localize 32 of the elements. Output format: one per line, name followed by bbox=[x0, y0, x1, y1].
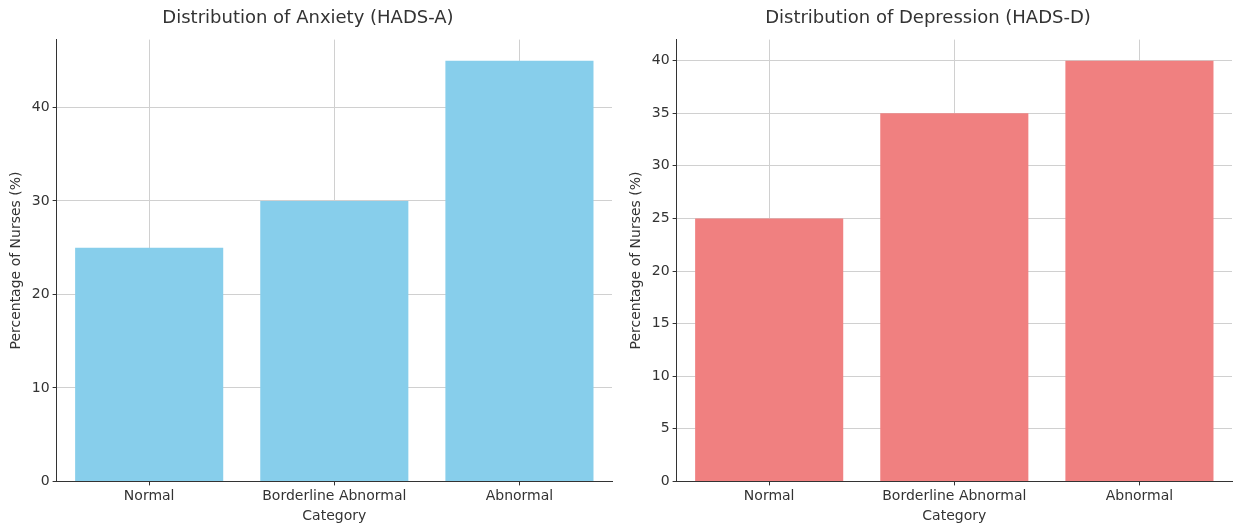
x-tick-label: Normal bbox=[123, 487, 175, 504]
bar bbox=[75, 247, 224, 481]
y-tick-label: 0 bbox=[40, 472, 50, 489]
chart-title: Distribution of Anxiety (HADS-A) bbox=[162, 6, 454, 28]
y-tick-label: 25 bbox=[651, 209, 670, 226]
bar bbox=[260, 200, 409, 481]
x-axis-title: Category bbox=[302, 507, 367, 524]
y-tick-label: 20 bbox=[651, 261, 670, 278]
y-tick-label: 15 bbox=[651, 314, 670, 331]
y-axis-title: Percentage of Nurses (%) bbox=[7, 171, 24, 350]
y-tick-label: 10 bbox=[31, 378, 50, 395]
x-tick-label: Borderline Abnormal bbox=[882, 487, 1027, 504]
bar bbox=[880, 113, 1029, 481]
x-axis-title: Category bbox=[922, 507, 987, 524]
y-tick-label: 20 bbox=[31, 285, 50, 302]
bar bbox=[445, 60, 594, 481]
bar bbox=[695, 218, 844, 481]
x-tick-label: Borderline Abnormal bbox=[262, 487, 407, 504]
y-tick-label: 35 bbox=[651, 103, 670, 120]
bar bbox=[1065, 60, 1214, 481]
chart-title: Distribution of Depression (HADS-D) bbox=[765, 6, 1091, 28]
y-tick-label: 40 bbox=[651, 51, 670, 68]
y-axis-title: Percentage of Nurses (%) bbox=[627, 171, 644, 350]
y-tick-label: 30 bbox=[651, 156, 670, 173]
y-tick-label: 30 bbox=[31, 191, 50, 208]
y-tick-label: 5 bbox=[660, 419, 670, 436]
y-tick-label: 0 bbox=[660, 472, 670, 489]
x-tick-label: Abnormal bbox=[1105, 487, 1174, 504]
y-tick-label: 10 bbox=[651, 366, 670, 383]
x-tick-label: Abnormal bbox=[485, 487, 554, 504]
x-tick-label: Normal bbox=[743, 487, 795, 504]
y-tick-label: 40 bbox=[31, 98, 50, 115]
